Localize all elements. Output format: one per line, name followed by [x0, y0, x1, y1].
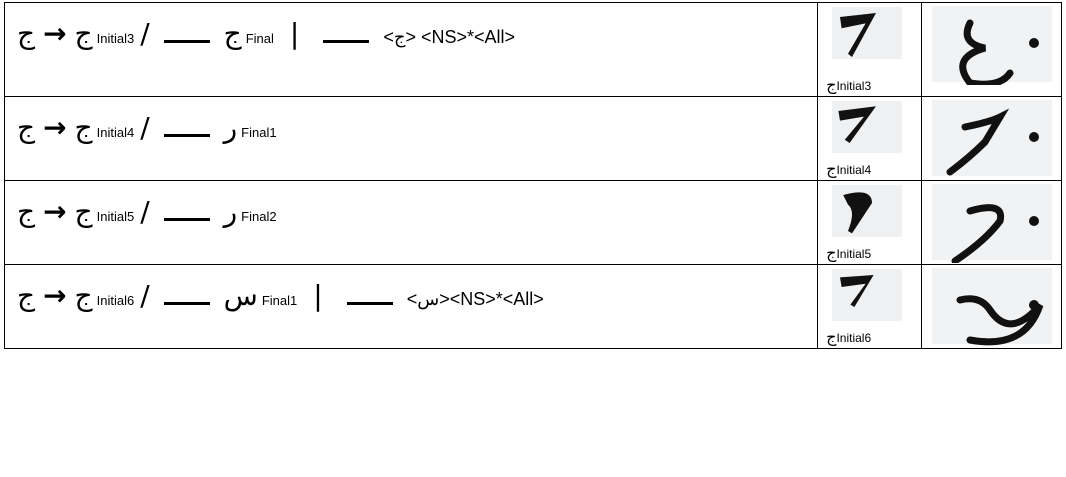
sample-cell: [920, 264, 1063, 349]
caption-letter: ج: [826, 159, 837, 178]
blank: [163, 302, 210, 305]
rule-cell: ج→ج Initial6/س Final1 | <س><NS>*<All>: [3, 264, 819, 349]
row: ج→ج Initial5/ر Final2 جInitial5: [3, 180, 1063, 265]
sample-image: [931, 268, 1052, 346]
context-letter: ر: [223, 111, 238, 144]
slash: /: [140, 279, 150, 312]
target-sub: Initial4: [96, 125, 135, 140]
glyph-cell: جInitial6: [817, 264, 922, 349]
sample-image: [931, 6, 1052, 85]
row: ج→ج Initial4/ر Final1 جInitial4: [3, 96, 1063, 181]
rules-table: ج→ج Initial3/ج Final | <ج> <NS>*<All> جInitia…: [3, 2, 1063, 349]
glyph-image: [832, 101, 903, 153]
target-letter: ج: [17, 111, 36, 144]
rule-cell: ج→ج Initial3/ج Final | <ج> <NS>*<All>: [3, 2, 819, 97]
context-letter: ج: [223, 17, 242, 50]
row: ج→ج Initial3/ج Final | <ج> <NS>*<All> جInitia…: [3, 2, 1063, 97]
arrow: →: [43, 17, 67, 50]
source-letter: ج: [74, 195, 93, 228]
source-letter: ج: [74, 17, 93, 50]
caption: جInitial4: [826, 159, 871, 178]
caption: جInitial5: [826, 243, 871, 262]
caption-letter: ج: [826, 327, 837, 346]
target-letter: ج: [17, 17, 36, 50]
context-letter: ر: [223, 195, 238, 228]
source-letter: ج: [74, 279, 93, 312]
caption: جInitial6: [826, 327, 871, 346]
sample-cell: [920, 2, 1063, 97]
glyph-cell: جInitial3: [817, 2, 922, 97]
slash: /: [140, 111, 150, 144]
sample-cell: [920, 180, 1063, 265]
glyph-cell: جInitial4: [817, 96, 922, 181]
caption-sub: Initial5: [836, 247, 872, 261]
glyph-image: [832, 185, 903, 237]
separator: |: [289, 17, 300, 50]
sample-cell: [920, 96, 1063, 181]
rule-cell: ج→ج Initial5/ر Final2: [3, 180, 819, 265]
separator: |: [313, 279, 323, 312]
target-sub: Initial5: [96, 209, 135, 224]
context-sub: Final1: [261, 293, 298, 308]
blank: [163, 218, 210, 221]
blank: [163, 40, 210, 43]
target-sub: Initial3: [96, 31, 135, 46]
context-sub: Final: [245, 31, 274, 46]
blank: [323, 40, 370, 43]
rule-cell: ج→ج Initial4/ر Final1: [3, 96, 819, 181]
context-letter: س: [223, 279, 258, 312]
pattern: <س><NS>*<All>: [406, 289, 544, 309]
arrow: →: [43, 111, 67, 144]
glyph-cell: جInitial5: [817, 180, 922, 265]
target-letter: ج: [17, 195, 36, 228]
arrow: →: [43, 279, 67, 312]
row: ج→ج Initial6/س Final1 | <س><NS>*<All> جInitia…: [3, 264, 1063, 349]
caption-letter: ج: [826, 75, 837, 94]
target-sub: Initial6: [96, 293, 135, 308]
pattern: <ج> <NS>*<All>: [383, 27, 516, 47]
glyph-image: [832, 269, 903, 321]
caption-sub: Initial4: [836, 163, 872, 177]
context-sub: Final2: [241, 209, 277, 224]
slash: /: [140, 195, 150, 228]
caption-letter: ج: [826, 243, 837, 262]
source-letter: ج: [74, 111, 93, 144]
sample-image: [931, 184, 1052, 263]
context-sub: Final1: [241, 125, 277, 140]
slash: /: [140, 17, 150, 50]
blank: [346, 302, 393, 305]
target-letter: ج: [17, 279, 36, 312]
sample-image: [931, 100, 1052, 176]
glyph-image: [832, 7, 903, 59]
arrow: →: [43, 195, 67, 228]
caption-sub: Initial3: [836, 79, 872, 93]
blank: [163, 134, 210, 137]
caption: جInitial3: [826, 75, 871, 94]
caption-sub: Initial6: [836, 331, 872, 345]
